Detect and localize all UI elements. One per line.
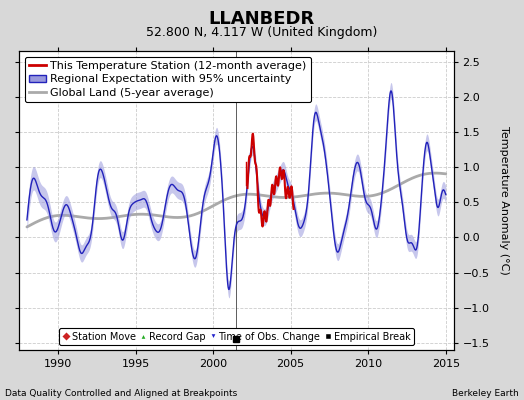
Y-axis label: Temperature Anomaly (°C): Temperature Anomaly (°C)	[499, 126, 509, 275]
Text: Berkeley Earth: Berkeley Earth	[452, 389, 519, 398]
Text: LLANBEDR: LLANBEDR	[209, 10, 315, 28]
Text: Data Quality Controlled and Aligned at Breakpoints: Data Quality Controlled and Aligned at B…	[5, 389, 237, 398]
Text: 52.800 N, 4.117 W (United Kingdom): 52.800 N, 4.117 W (United Kingdom)	[146, 26, 378, 39]
Legend: Station Move, Record Gap, Time of Obs. Change, Empirical Break: Station Move, Record Gap, Time of Obs. C…	[59, 328, 413, 345]
